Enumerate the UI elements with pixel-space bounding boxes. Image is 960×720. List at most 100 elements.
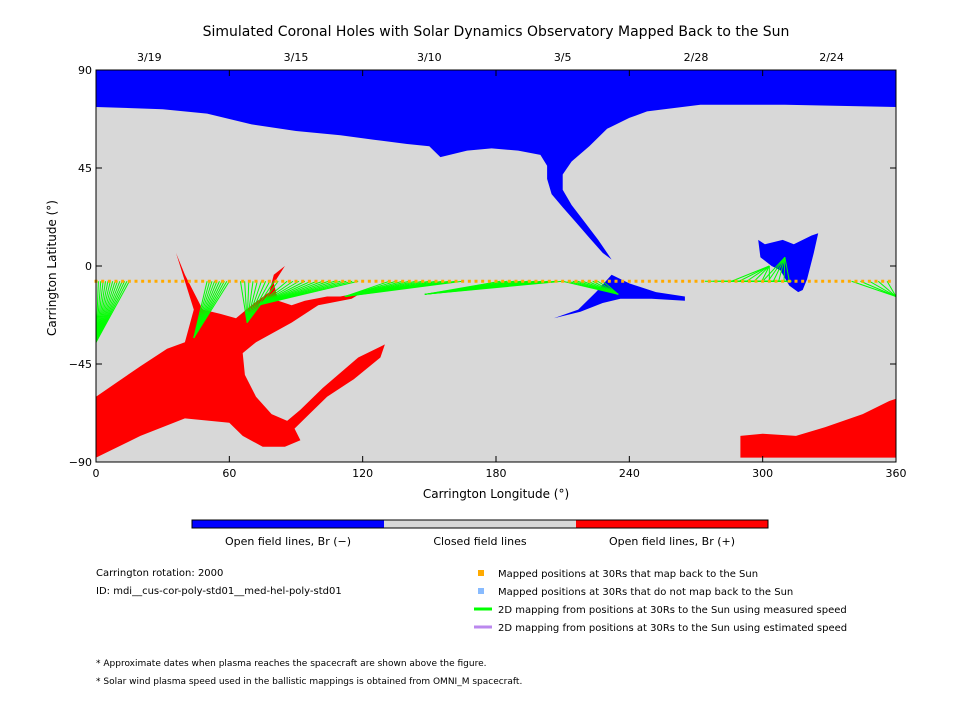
- y-tick-label: 90: [78, 64, 92, 77]
- mapped-point: [181, 279, 185, 283]
- mapping-line: [258, 280, 359, 306]
- negative-open-field-region: [96, 70, 896, 260]
- mapping-line: [746, 265, 770, 282]
- mapped-point: [234, 279, 238, 283]
- color-scale-segment: [576, 520, 768, 528]
- mapped-point: [687, 279, 691, 283]
- x-tick-label: 120: [352, 467, 373, 480]
- positive-open-field-region: [96, 252, 363, 458]
- mapping-line: [738, 265, 770, 282]
- mapped-point: [267, 279, 271, 283]
- mapped-point: [441, 279, 445, 283]
- mapped-point: [881, 279, 885, 283]
- mapped-point: [861, 279, 865, 283]
- mapped-point: [667, 279, 671, 283]
- mapped-point: [661, 279, 665, 283]
- field-regions: [96, 70, 896, 458]
- mapped-point: [541, 279, 545, 283]
- axis-ticks: [95, 69, 897, 463]
- mapped-point: [487, 279, 491, 283]
- mapped-point: [787, 279, 791, 283]
- mapped-point: [727, 279, 731, 283]
- mapped-point: [567, 279, 571, 283]
- mapped-point: [407, 279, 411, 283]
- mapped-point: [514, 279, 518, 283]
- mapped-point: [621, 279, 625, 283]
- mapping-line: [783, 257, 786, 282]
- mapped-point: [294, 279, 298, 283]
- mapped-point: [754, 279, 758, 283]
- mapped-point: [654, 279, 658, 283]
- mapped-point: [327, 279, 331, 283]
- mapping-line: [784, 257, 790, 282]
- mapped-point: [807, 279, 811, 283]
- mapping-line: [257, 280, 288, 306]
- mapped-point: [494, 279, 498, 283]
- mapped-point: [507, 279, 511, 283]
- mapping-line: [731, 265, 770, 282]
- mapped-point: [714, 279, 718, 283]
- mapped-point: [641, 279, 645, 283]
- y-tick-label: −90: [69, 456, 92, 469]
- mapped-point: [734, 279, 738, 283]
- mapped-point: [681, 279, 685, 283]
- mapped-point: [467, 279, 471, 283]
- mapping-line: [246, 281, 250, 323]
- mapped-point: [741, 279, 745, 283]
- top-date-label: 3/5: [554, 51, 572, 64]
- top-date-label: 2/24: [819, 51, 844, 64]
- mapping-line: [869, 280, 897, 297]
- mapped-point: [194, 279, 198, 283]
- mapped-point: [174, 279, 178, 283]
- mapped-point: [587, 279, 591, 283]
- mapping-line: [344, 280, 463, 297]
- mapped-point: [334, 279, 338, 283]
- mapped-point: [301, 279, 305, 283]
- mapped-point: [694, 279, 698, 283]
- mapped-point: [614, 279, 618, 283]
- mapping-line: [193, 280, 230, 339]
- mapping-line: [761, 265, 770, 282]
- y-tick-label: −45: [69, 358, 92, 371]
- mapped-point: [361, 279, 365, 283]
- note-speed: * Solar wind plasma speed used in the ba…: [96, 677, 522, 687]
- mapped-point: [261, 279, 265, 283]
- mapped-point: [121, 279, 125, 283]
- x-axis-label: Carrington Longitude (°): [423, 487, 569, 501]
- color-scale-label: Open field lines, Br (−): [225, 535, 351, 548]
- mapped-point: [721, 279, 725, 283]
- legend-label: 2D mapping from positions at 30Rs to the…: [498, 623, 847, 634]
- mapped-point: [887, 279, 891, 283]
- mapped-point: [154, 279, 158, 283]
- mapping-line: [767, 257, 786, 282]
- mapping-line: [95, 281, 130, 343]
- mapping-line: [239, 281, 248, 323]
- y-tick-label: 0: [85, 260, 92, 273]
- mapping-line: [597, 280, 619, 295]
- mapped-point: [381, 279, 385, 283]
- mapping-line: [424, 280, 563, 295]
- mapped-point: [454, 279, 458, 283]
- mapped-point: [781, 279, 785, 283]
- color-scale-label: Closed field lines: [433, 535, 527, 548]
- x-tick-label: 0: [93, 467, 100, 480]
- mapped-point: [601, 279, 605, 283]
- mapped-point: [461, 279, 465, 283]
- mapped-point: [314, 279, 318, 283]
- mapped-point: [427, 279, 431, 283]
- mapping-line: [257, 280, 294, 306]
- mapping-line: [246, 281, 271, 323]
- mapped-point: [134, 279, 138, 283]
- mapped-point: [761, 279, 765, 283]
- mapped-point: [141, 279, 145, 283]
- mapped-point: [794, 279, 798, 283]
- mapped-point: [707, 279, 711, 283]
- mapped-point: [767, 279, 771, 283]
- legend-label: 2D mapping from positions at 30Rs to the…: [498, 605, 847, 616]
- legend-label: Mapped positions at 30Rs that map back t…: [498, 569, 758, 580]
- legend-label: Mapped positions at 30Rs that do not map…: [498, 587, 793, 598]
- color-scale-bar: Open field lines, Br (−) Closed field lin…: [191, 519, 769, 548]
- mapped-point: [114, 279, 118, 283]
- carrington-rotation: Carrington rotation: 2000: [96, 568, 223, 579]
- mapped-point: [107, 279, 111, 283]
